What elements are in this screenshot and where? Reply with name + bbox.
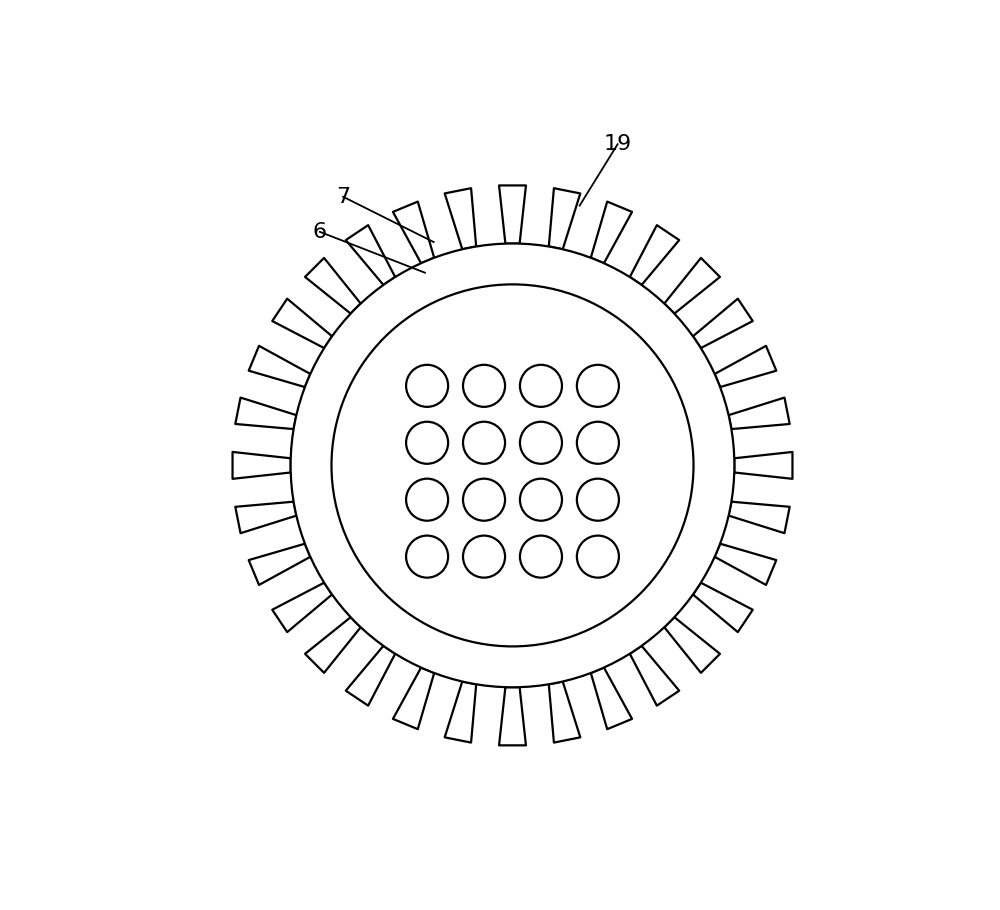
Polygon shape [591,668,632,729]
Polygon shape [445,682,476,743]
Circle shape [331,284,694,646]
Circle shape [463,479,505,521]
Text: 6: 6 [313,222,327,242]
Polygon shape [729,501,790,533]
Circle shape [406,479,448,521]
Circle shape [577,421,619,464]
Circle shape [406,536,448,578]
Polygon shape [549,188,580,249]
Circle shape [520,536,562,578]
Polygon shape [445,188,476,249]
Polygon shape [715,346,776,387]
Polygon shape [499,186,526,244]
Circle shape [463,536,505,578]
Polygon shape [393,202,434,263]
Polygon shape [233,452,291,479]
Circle shape [463,365,505,407]
Polygon shape [235,501,296,533]
Polygon shape [346,225,395,285]
Polygon shape [693,582,753,632]
Polygon shape [591,202,632,263]
Polygon shape [249,543,310,585]
Circle shape [291,244,734,687]
Polygon shape [272,582,332,632]
Circle shape [520,479,562,521]
Text: 19: 19 [603,135,632,154]
Polygon shape [249,346,310,387]
Text: 7: 7 [336,187,350,207]
Polygon shape [346,646,395,705]
Circle shape [520,421,562,464]
Circle shape [577,536,619,578]
Polygon shape [664,258,720,314]
Polygon shape [693,298,753,349]
Polygon shape [729,398,790,430]
Polygon shape [630,225,679,285]
Circle shape [520,365,562,407]
Polygon shape [305,258,361,314]
Polygon shape [549,682,580,743]
Polygon shape [305,617,361,672]
Circle shape [463,421,505,464]
Circle shape [577,365,619,407]
Polygon shape [715,543,776,585]
Circle shape [406,421,448,464]
Polygon shape [272,298,332,349]
Polygon shape [499,687,526,745]
Polygon shape [734,452,792,479]
Circle shape [577,479,619,521]
Polygon shape [664,617,720,672]
Polygon shape [393,668,434,729]
Polygon shape [630,646,679,705]
Circle shape [406,365,448,407]
Polygon shape [235,398,296,430]
